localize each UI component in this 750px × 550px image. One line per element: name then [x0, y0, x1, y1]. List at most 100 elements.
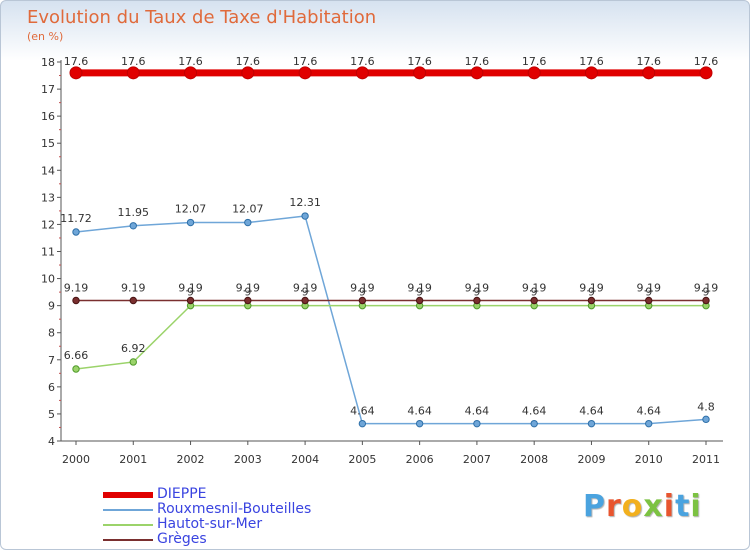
data-label: 4.64 [407, 405, 432, 418]
data-label: 12.07 [232, 203, 264, 216]
data-label: 9.19 [64, 281, 89, 294]
data-label: 17.6 [293, 55, 318, 68]
data-point [702, 296, 710, 305]
data-point [527, 66, 541, 80]
legend-item-hautot-sur-mer: Hautot-sur-Mer [103, 517, 311, 532]
data-label: 11.95 [118, 206, 150, 219]
y-tick-label: 8 [48, 327, 55, 340]
line-chart: 4 5 6 7 8 9 10 11 12 13 14 15 16 17 18 2000 2001 2002 2003… [41, 55, 723, 466]
data-label: 9 [359, 286, 366, 299]
x-tick-label: 2008 [520, 453, 548, 466]
x-tick-label: 2011 [692, 453, 720, 466]
data-point [645, 296, 653, 305]
y-tick-label: 5 [48, 408, 55, 421]
data-label: 9.19 [121, 281, 146, 294]
data-point [129, 296, 137, 305]
series-gr-ges [72, 296, 710, 305]
data-point [241, 66, 255, 80]
data-label: 17.6 [579, 55, 604, 68]
chart-legend: DIEPPE Rouxmesnil-Bouteilles Hautot-sur-… [103, 487, 311, 547]
chart-subtitle: (en %) [27, 30, 64, 43]
data-label: 9.19 [522, 281, 547, 294]
y-tick-label: 9 [48, 300, 55, 313]
proxiti-logo: Proxiti [583, 489, 702, 524]
data-point [645, 419, 653, 428]
data-point [415, 296, 424, 305]
logo-letter: o [621, 489, 644, 524]
legend-label: Rouxmesnil-Bouteilles [157, 501, 312, 517]
series-dieppe [69, 66, 713, 80]
x-tick-label: 2007 [463, 453, 491, 466]
data-point [72, 365, 80, 373]
y-tick-label: 17 [41, 83, 55, 96]
data-label: 9 [645, 286, 652, 299]
y-tick-label: 10 [41, 273, 55, 286]
y-tick-label: 15 [41, 137, 55, 150]
y-tick-label: 14 [41, 164, 55, 177]
data-label: 9 [531, 286, 538, 299]
legend-swatch [103, 523, 153, 526]
data-point [470, 66, 484, 80]
data-label: 4.64 [579, 405, 604, 418]
logo-letter: P [583, 489, 606, 524]
data-label: 12.31 [289, 196, 321, 209]
data-label: 9.19 [407, 281, 432, 294]
data-point [72, 296, 80, 305]
data-point [413, 66, 427, 80]
data-label: 17.6 [522, 55, 547, 68]
data-point [530, 296, 538, 305]
y-tick-label: 11 [41, 246, 55, 259]
series-hautot-sur-mer [72, 301, 710, 373]
data-point [186, 296, 195, 305]
data-label: 9 [588, 286, 595, 299]
y-tick-label: 16 [41, 110, 55, 123]
x-tick-label: 2004 [291, 453, 319, 466]
y-tick-label: 13 [41, 191, 55, 204]
data-point [69, 66, 83, 80]
legend-swatch [103, 508, 153, 511]
data-point [358, 296, 367, 305]
data-point [301, 212, 309, 220]
data-label: 17.6 [694, 55, 719, 68]
x-tick-label: 2005 [348, 453, 376, 466]
x-tick-label: 2010 [635, 453, 663, 466]
data-label: 4.64 [522, 405, 547, 418]
data-point [473, 296, 481, 305]
legend-item-greges: Grèges [103, 532, 311, 547]
data-label: 17.6 [465, 55, 490, 68]
logo-letter: x [643, 489, 664, 524]
data-point [72, 228, 80, 236]
legend-swatch [103, 538, 153, 541]
data-label: 9 [302, 286, 309, 299]
data-label: 17.6 [636, 55, 661, 68]
data-point [702, 415, 710, 424]
chart-title: Evolution du Taux de Taxe d'Habitation [27, 7, 377, 28]
legend-swatch [103, 491, 153, 498]
data-point [126, 66, 140, 80]
data-label: 12.07 [175, 203, 207, 216]
data-point [301, 296, 309, 305]
data-label: 6.92 [121, 342, 146, 355]
data-point [298, 66, 312, 80]
legend-item-rouxmesnil-bouteilles: Rouxmesnil-Bouteilles [103, 502, 311, 517]
logo-letter: i [663, 489, 676, 524]
logo-letter: t [675, 489, 691, 524]
data-point [244, 296, 252, 305]
data-label: 4.8 [697, 400, 715, 413]
data-point [184, 66, 198, 80]
data-label: 9.19 [350, 281, 375, 294]
y-tick-label: 7 [48, 354, 55, 367]
data-point [699, 66, 713, 80]
x-tick-label: 2006 [406, 453, 434, 466]
legend-label: Grèges [157, 531, 207, 547]
series-line [75, 215, 707, 425]
data-point [358, 419, 367, 428]
data-point [415, 419, 424, 428]
x-tick-label: 2009 [577, 453, 605, 466]
data-label: 9.19 [178, 281, 203, 294]
data-label: 4.64 [350, 405, 375, 418]
y-tick-label: 12 [41, 218, 55, 231]
x-tick-label: 2002 [177, 453, 205, 466]
data-label: 17.6 [407, 55, 432, 68]
